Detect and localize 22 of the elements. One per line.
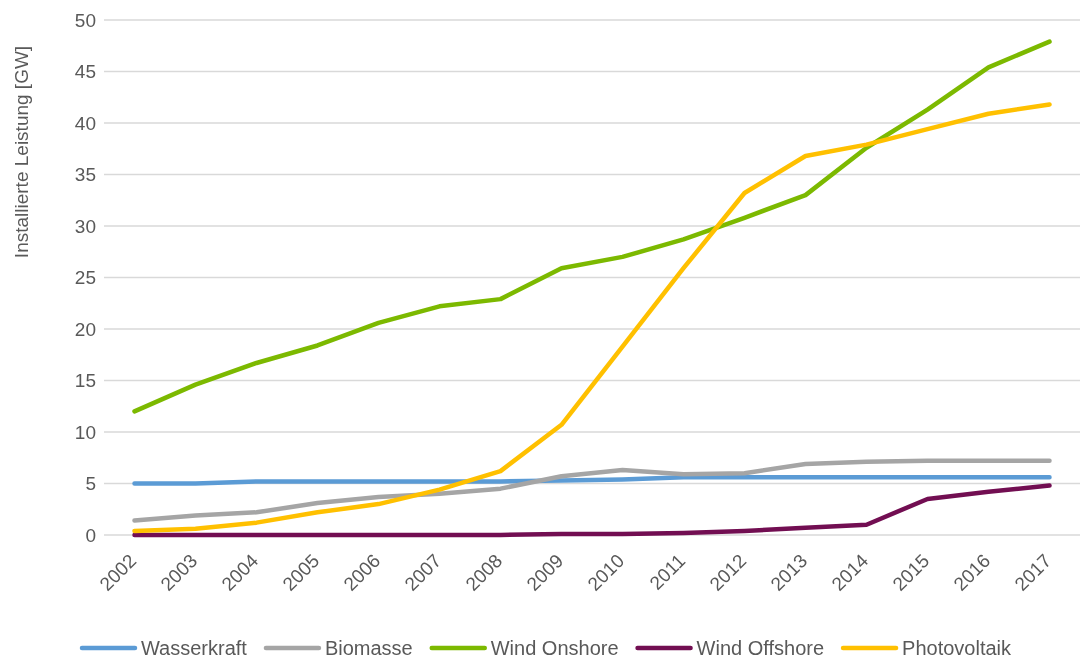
y-tick-label: 40 — [74, 112, 96, 134]
y-tick-label: 15 — [74, 370, 96, 392]
y-axis-title: Installierte Leistung [GW] — [11, 45, 32, 259]
y-tick-label: 20 — [74, 318, 96, 340]
y-tick-label: 30 — [74, 215, 96, 237]
y-tick-label: 35 — [74, 164, 96, 186]
line-series — [132, 458, 1052, 523]
y-tick-label: 5 — [85, 473, 96, 495]
legend-label: Photovoltaik — [902, 637, 1012, 659]
legend-label: Wind Offshore — [696, 637, 825, 659]
y-tick-label: 10 — [74, 421, 96, 443]
y-tick-label: 45 — [74, 61, 96, 83]
legend-label: Wasserkraft — [140, 637, 248, 659]
legend-label: Biomasse — [324, 637, 413, 659]
y-tick-label: 0 — [85, 524, 96, 546]
line-series — [132, 483, 1052, 538]
line-series — [132, 475, 1052, 486]
line-series — [132, 102, 1052, 534]
y-tick-label: 50 — [74, 9, 96, 31]
line-series — [132, 39, 1052, 414]
y-tick-label: 25 — [74, 267, 96, 289]
legend-label: Wind Onshore — [490, 637, 619, 659]
